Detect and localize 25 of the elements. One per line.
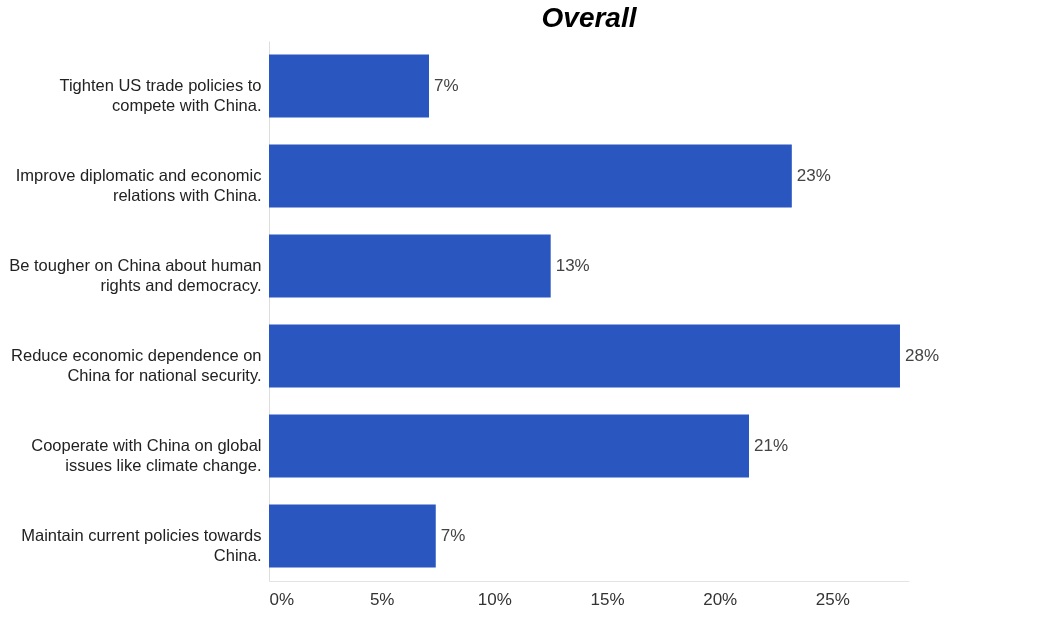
bar (269, 414, 749, 478)
bar (269, 324, 900, 388)
data-label: 21% (754, 436, 789, 455)
y-tick-label: Improve diplomatic and economic relations with China. (15, 166, 262, 204)
bar (269, 144, 792, 208)
x-tick-label: 25% (815, 589, 850, 609)
y-tick-label: Reduce economic dependence on China for national security. (11, 346, 262, 384)
bar (269, 504, 436, 568)
x-tick-label: 15% (590, 589, 625, 609)
data-label: 23% (796, 166, 831, 185)
y-tick-label: Cooperate with China on global issues like climate change. (31, 436, 262, 474)
bar (269, 234, 551, 298)
y-tick-label: Maintain current policies towards China. (21, 526, 262, 564)
data-label: 28% (904, 346, 940, 365)
data-label: 7% (434, 76, 459, 95)
x-tick-label: 0% (269, 589, 295, 609)
y-tick-label: Tighten US trade policies to compete with China. (59, 76, 262, 114)
y-tick-label: Be tougher on China about human rights and democracy. (9, 256, 262, 294)
bar (269, 54, 429, 118)
data-label: 7% (440, 526, 466, 545)
x-tick-label: 20% (703, 589, 738, 609)
x-tick-label: 10% (477, 589, 512, 609)
x-tick-label: 5% (369, 589, 395, 609)
chart-title: Overall (541, 2, 638, 33)
data-label: 13% (555, 256, 590, 275)
